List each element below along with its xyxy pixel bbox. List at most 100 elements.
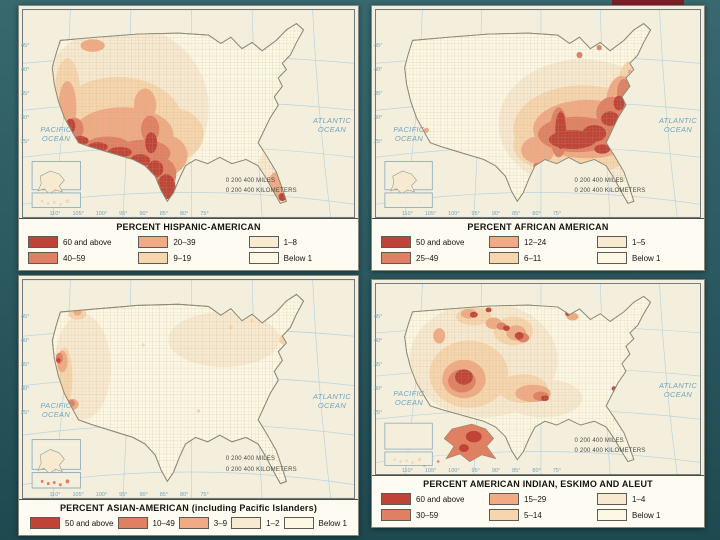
usa-choropleth-american-indian (375, 283, 701, 475)
legend-item: 60 and above (381, 493, 479, 505)
legend-label: 15–29 (524, 494, 547, 504)
hawaii-inset (393, 457, 422, 464)
legend-label: Below 1 (283, 253, 313, 263)
alaska-inset (37, 449, 65, 475)
latitude-ticks: 45° 40° 35° 30° 25° (21, 42, 30, 145)
legend-swatch (597, 236, 627, 248)
legend-item: 10–49 (117, 517, 175, 529)
inset-boxes (384, 422, 433, 466)
legend-label: 1–5 (632, 237, 646, 247)
map-scale: 0 200 400 MILES 0 200 400 KILOMETERS (225, 456, 297, 473)
hawaii-inset (40, 199, 70, 206)
legend-swatch (28, 236, 58, 248)
legend-item: 5–14 (489, 509, 587, 521)
legend-label: Below 1 (318, 518, 347, 528)
map-scale: 0 200 400 MILES 0 200 400 KILOMETERS (225, 177, 297, 194)
legend-swatch (28, 252, 58, 264)
legend-item: 3–9 (178, 517, 228, 529)
usa-choropleth-asian (22, 279, 355, 499)
legend-label: 6–11 (524, 253, 542, 263)
map-scale: 0 200 400 MILES 0 200 400 KILOMETERS (574, 177, 646, 194)
legend-item: 25–49 (381, 252, 479, 264)
longitude-ticks: 110° 105° 100° 95° 90° 85° 80° 75° (401, 211, 562, 217)
longitude-ticks: 110° 105° 100° 95° 90° 85° 80° 75° (401, 468, 562, 474)
legend-item: 15–29 (489, 493, 587, 505)
legend-item: 9–19 (138, 252, 238, 264)
legend-swatch (138, 252, 169, 264)
legend-asian: PERCENT ASIAN-AMERICAN (including Pacifi… (19, 499, 358, 535)
latitude-ticks: 45° 40° 35° 30° 25° (374, 42, 383, 145)
legend-title: PERCENT AFRICAN AMERICAN (467, 222, 609, 232)
legend-swatch (489, 252, 519, 264)
legend-label: 25–49 (416, 253, 439, 263)
legend-item: 1–5 (597, 236, 695, 248)
legend-item: Below 1 (597, 509, 695, 521)
latitude-ticks: 45° 40° 35° 30° 25° (374, 314, 383, 417)
legend-swatch (381, 252, 411, 264)
inset-boxes (31, 161, 81, 208)
legend-swatch (231, 517, 262, 529)
legend-label: 50 and above (65, 518, 114, 528)
slide-accent-bar (612, 0, 684, 7)
hawaii-inset (40, 479, 70, 487)
alaska-inset (37, 170, 65, 195)
legend-item: 20–39 (138, 236, 238, 248)
legend-swatch (248, 236, 279, 248)
longitude-ticks: 110° 105° 100° 95° 90° 85° 80° 75° (49, 211, 209, 217)
legend-swatch (489, 509, 519, 521)
legend-item: 50 and above (30, 517, 114, 529)
legend-label: 1–2 (266, 518, 280, 528)
legend-african-american: PERCENT AFRICAN AMERICAN 50 and above 25… (372, 218, 704, 270)
hawaii-inset (393, 199, 422, 206)
map-african-american: PACIFIC OCEAN ATLANTIC OCEAN 0 200 400 M… (372, 6, 704, 218)
legend-item: Below 1 (283, 517, 347, 529)
alaska-shape (423, 423, 497, 467)
usa-choropleth-african-american (375, 9, 701, 218)
legend-title: PERCENT ASIAN-AMERICAN (including Pacifi… (59, 503, 318, 513)
legend-swatch (381, 493, 411, 505)
legend-label: 30–59 (416, 510, 439, 520)
map-panel-hispanic: PACIFIC OCEAN ATLANTIC OCEAN 0 200 400 M… (18, 5, 359, 271)
legend-label: 60 and above (416, 494, 465, 504)
inset-boxes (384, 161, 433, 208)
map-panel-african-american: PACIFIC OCEAN ATLANTIC OCEAN 0 200 400 M… (371, 5, 705, 271)
map-asian: PACIFIC OCEAN ATLANTIC OCEAN 0 200 400 M… (19, 276, 358, 499)
legend-item: 1–4 (597, 493, 695, 505)
legend-american-indian: PERCENT AMERICAN INDIAN, ESKIMO AND ALEU… (372, 475, 704, 527)
legend-swatch (489, 236, 519, 248)
legend-label: 50 and above (416, 237, 465, 247)
legend-title: PERCENT AMERICAN INDIAN, ESKIMO AND ALEU… (423, 479, 653, 489)
legend-label: 10–49 (152, 518, 175, 528)
legend-label: 1–4 (632, 494, 646, 504)
legend-swatch (117, 517, 148, 529)
legend-item: 50 and above (381, 236, 479, 248)
alaska-inset (390, 170, 417, 195)
legend-swatch (138, 236, 169, 248)
legend-label: 5–14 (524, 510, 542, 520)
legend-label: 9–19 (173, 253, 192, 263)
legend-item: Below 1 (248, 252, 349, 264)
legend-label: Below 1 (632, 253, 661, 263)
legend-item: 1–2 (231, 517, 280, 529)
map-panel-asian: PACIFIC OCEAN ATLANTIC OCEAN 0 200 400 M… (18, 275, 359, 536)
legend-label: 1–8 (283, 237, 298, 247)
legend-swatch (248, 252, 279, 264)
legend-swatch (30, 517, 60, 529)
legend-label: 12–24 (524, 237, 547, 247)
legend-swatch (178, 517, 209, 529)
legend-swatch (381, 236, 411, 248)
legend-label: 20–39 (173, 237, 196, 247)
legend-hispanic: PERCENT HISPANIC-AMERICAN 60 and above 4… (19, 218, 358, 270)
legend-item: Below 1 (597, 252, 695, 264)
legend-label: 3–9 (213, 518, 228, 528)
legend-label: Below 1 (632, 510, 661, 520)
legend-item: 40–59 (28, 252, 128, 264)
legend-item: 30–59 (381, 509, 479, 521)
map-american-indian: PACIFIC OCEAN ATLANTIC OCEAN 0 200 400 M… (372, 280, 704, 475)
legend-swatch (597, 493, 627, 505)
map-hispanic: PACIFIC OCEAN ATLANTIC OCEAN 0 200 400 M… (19, 6, 358, 218)
legend-swatch (381, 509, 411, 521)
legend-item: 6–11 (489, 252, 587, 264)
legend-title: PERCENT HISPANIC-AMERICAN (116, 222, 261, 232)
